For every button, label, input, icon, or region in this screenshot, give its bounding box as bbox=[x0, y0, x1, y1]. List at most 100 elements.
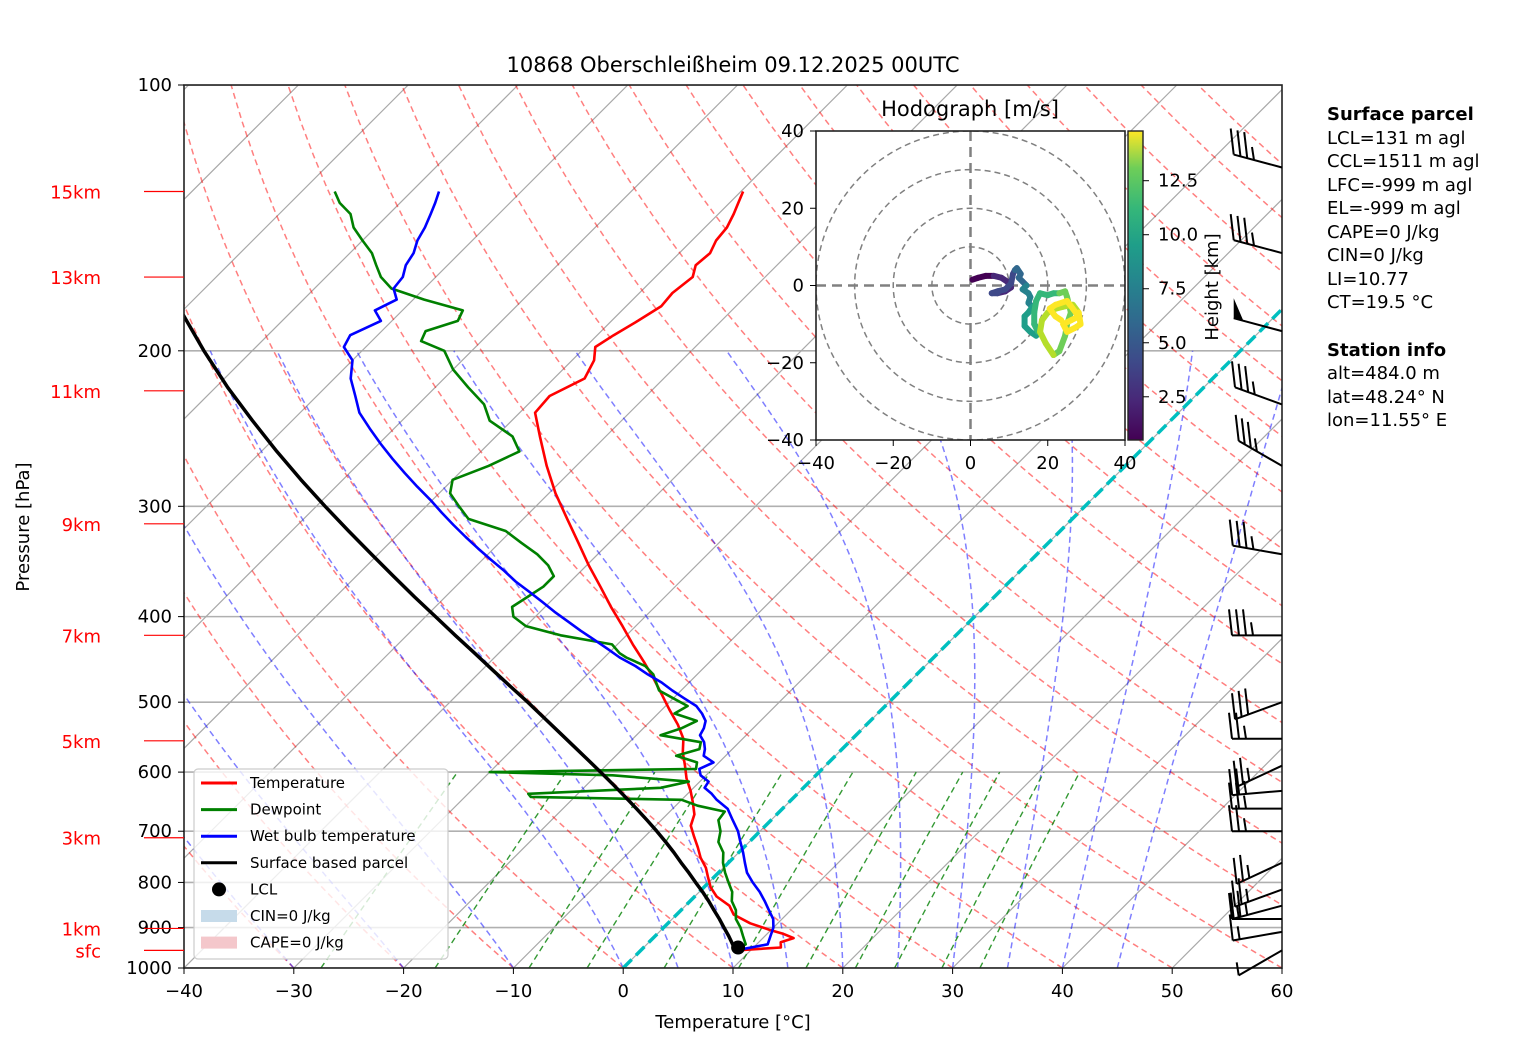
barb-full bbox=[1229, 128, 1235, 155]
mixing-ratio-line bbox=[528, 771, 656, 968]
barb-shaft bbox=[1233, 904, 1283, 920]
barb-full bbox=[1242, 521, 1248, 549]
barb-shaft bbox=[1232, 930, 1283, 942]
isotherm-gridline bbox=[1061, 747, 1282, 968]
barb-full bbox=[1228, 914, 1234, 941]
hodograph-x-tick-label: 20 bbox=[1036, 453, 1059, 474]
dry-adiabat bbox=[184, 302, 734, 968]
surface-parcel-item: CT=19.5 °C bbox=[1327, 292, 1434, 313]
surface-parcel-item: EL=-999 m agl bbox=[1327, 198, 1461, 219]
station-info-item: lat=48.24° N bbox=[1327, 386, 1445, 408]
legend-swatch bbox=[201, 936, 237, 949]
barb-full bbox=[1232, 760, 1238, 787]
barb-half bbox=[1235, 962, 1240, 976]
height-label: 11km bbox=[50, 382, 101, 403]
height-label: 15km bbox=[50, 182, 101, 203]
moist-adiabat bbox=[453, 350, 789, 968]
height-label: 13km bbox=[50, 268, 101, 289]
barb-shaft bbox=[1232, 544, 1283, 556]
station-info-item: alt=484.0 m bbox=[1327, 363, 1440, 384]
wind-barbs bbox=[1228, 128, 1283, 977]
wind-barb bbox=[1228, 782, 1282, 810]
mixing-ratio-line bbox=[893, 771, 1001, 968]
barb-full bbox=[1236, 130, 1242, 157]
barb-full bbox=[1228, 805, 1233, 832]
x-tick-label: 60 bbox=[1271, 981, 1294, 1002]
barb-shaft bbox=[1232, 789, 1283, 797]
series-dewpoint bbox=[333, 190, 748, 952]
legend-swatch bbox=[212, 882, 226, 897]
isotherm-gridline bbox=[732, 418, 1282, 968]
barb-full bbox=[1231, 361, 1237, 388]
barb-full bbox=[1229, 892, 1235, 919]
hodograph-y-tick-label: −20 bbox=[766, 353, 804, 374]
wind-barb bbox=[1228, 519, 1283, 556]
dry-adiabat bbox=[184, 454, 624, 968]
barb-half bbox=[1246, 767, 1251, 782]
legend-label: Temperature bbox=[249, 774, 345, 792]
legend-label: CIN=0 J/kg bbox=[250, 907, 331, 925]
isotherm-gridline bbox=[184, 85, 629, 530]
barb-shaft bbox=[1238, 440, 1283, 467]
x-tick-label: 30 bbox=[941, 981, 964, 1002]
wind-barb bbox=[1233, 298, 1283, 333]
station-info-item: lon=11.55° E bbox=[1327, 410, 1448, 431]
y-tick-label: 400 bbox=[138, 607, 172, 628]
surface-parcel-list: LCL=131 m agl CCL=1511 m agl LFC=-999 m ag… bbox=[1327, 127, 1480, 315]
barb-full bbox=[1239, 854, 1245, 882]
barb-full bbox=[1228, 782, 1233, 809]
barb-shaft bbox=[1236, 861, 1283, 885]
mixing-ratio-line bbox=[854, 771, 964, 968]
moist-adiabat bbox=[725, 350, 902, 968]
wind-barb bbox=[1229, 890, 1283, 920]
barb-shaft bbox=[1238, 949, 1283, 977]
hodograph-x-tick-label: 0 bbox=[965, 453, 976, 474]
barb-full bbox=[1235, 609, 1240, 636]
chart-title: 10868 Oberschleißheim 09.12.2025 00UTC bbox=[507, 53, 960, 77]
barb-shaft bbox=[1234, 386, 1283, 406]
barb-full bbox=[1228, 769, 1234, 796]
isotherm-gridline bbox=[842, 527, 1282, 968]
hodograph-plot bbox=[816, 131, 1125, 440]
isotherm-gridline bbox=[952, 637, 1282, 968]
wind-barb bbox=[1232, 757, 1283, 788]
wind-barb bbox=[1229, 214, 1283, 255]
barb-half bbox=[1251, 381, 1256, 395]
dry-adiabat bbox=[401, 85, 1282, 968]
barb-full bbox=[1229, 214, 1235, 241]
isotherm-gridline bbox=[184, 85, 409, 311]
barb-full bbox=[1242, 609, 1247, 636]
legend-label: Dewpoint bbox=[250, 801, 321, 819]
moist-adiabat bbox=[1061, 350, 1194, 968]
barb-full bbox=[1228, 609, 1233, 636]
barb-shaft bbox=[1234, 888, 1283, 908]
height-label: 3km bbox=[62, 829, 101, 850]
surface-parcel-item: LCL=131 m agl bbox=[1327, 127, 1466, 149]
hodograph-x-tick-label: 40 bbox=[1114, 453, 1137, 474]
isotherm-gridline bbox=[184, 85, 739, 640]
barb-flag bbox=[1233, 298, 1244, 321]
hodograph-segment bbox=[1052, 313, 1065, 324]
hodograph-y-tick-label: −40 bbox=[766, 430, 804, 451]
dry-adiabat bbox=[856, 85, 1282, 493]
hodograph-title: Hodograph [m/s] bbox=[881, 97, 1059, 121]
colorbar-tick-label: 12.5 bbox=[1158, 171, 1198, 192]
wind-barb bbox=[1228, 712, 1282, 740]
barb-full bbox=[1243, 217, 1249, 244]
barb-full bbox=[1237, 363, 1243, 390]
hodograph-y-tick-label: 40 bbox=[781, 121, 804, 142]
legend-label: CAPE=0 J/kg bbox=[250, 934, 344, 952]
dry-adiabat bbox=[230, 85, 954, 968]
barb-half bbox=[1250, 536, 1255, 550]
info-panel: Surface parcel LCL=131 m agl CCL=1511 m a… bbox=[1327, 103, 1480, 433]
wind-barb bbox=[1231, 361, 1283, 406]
barb-full bbox=[1235, 520, 1241, 547]
legend-label: Surface based parcel bbox=[250, 854, 408, 872]
barb-full bbox=[1246, 421, 1252, 449]
barb-half bbox=[1244, 901, 1249, 916]
barb-full bbox=[1228, 519, 1234, 546]
mixing-ratio-line bbox=[941, 771, 1045, 968]
freezing-isotherm bbox=[621, 306, 1282, 968]
